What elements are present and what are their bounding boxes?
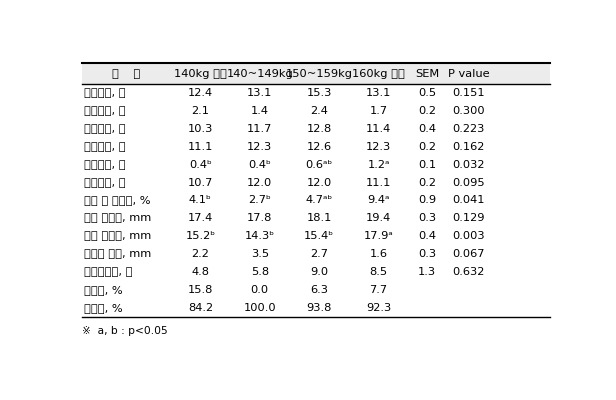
Text: 0.4: 0.4 [418, 231, 436, 241]
Text: 0.300: 0.300 [452, 106, 485, 116]
Text: 12.8: 12.8 [307, 124, 332, 134]
Text: 0.9: 0.9 [418, 196, 436, 206]
Text: 12.6: 12.6 [307, 142, 332, 152]
Text: 0.3: 0.3 [418, 213, 436, 223]
Text: 이유 전 폐사율, %: 이유 전 폐사율, % [84, 196, 151, 206]
Text: 1.7: 1.7 [370, 106, 387, 116]
Text: 15.8: 15.8 [188, 285, 213, 295]
Text: 2.7: 2.7 [310, 249, 328, 259]
Text: 0.1: 0.1 [418, 160, 436, 170]
Text: 15.2ᵇ: 15.2ᵇ [185, 231, 216, 241]
Text: 분만율, %: 분만율, % [84, 303, 123, 313]
Text: 8.5: 8.5 [370, 267, 387, 277]
Text: 12.3: 12.3 [247, 142, 272, 152]
Text: 0.4ᵇ: 0.4ᵇ [248, 160, 271, 170]
Text: 이유두수, 두: 이유두수, 두 [84, 178, 126, 188]
Text: 17.9ᵃ: 17.9ᵃ [364, 231, 394, 241]
Text: 140~149kg: 140~149kg [227, 69, 293, 79]
Text: ※  a, b : p<0.05: ※ a, b : p<0.05 [82, 326, 168, 336]
Text: 6.3: 6.3 [310, 285, 328, 295]
Text: 12.4: 12.4 [188, 88, 213, 98]
Text: 도태율, %: 도태율, % [84, 285, 123, 295]
Text: 13.1: 13.1 [247, 88, 272, 98]
Text: 12.0: 12.0 [307, 178, 332, 188]
Text: 1.2ᵃ: 1.2ᵃ [367, 160, 390, 170]
Text: 0.632: 0.632 [453, 267, 485, 277]
Text: 15.4ᵇ: 15.4ᵇ [304, 231, 334, 241]
Text: 0.4ᵇ: 0.4ᵇ [189, 160, 212, 170]
Text: 0.0: 0.0 [251, 285, 269, 295]
Text: 12.0: 12.0 [247, 178, 272, 188]
Text: 분만 등지방, mm: 분만 등지방, mm [84, 213, 152, 223]
Text: 10.7: 10.7 [188, 178, 213, 188]
Text: 0.129: 0.129 [452, 213, 485, 223]
Text: 0.223: 0.223 [453, 124, 485, 134]
Text: 발정재귀일, 일: 발정재귀일, 일 [84, 267, 132, 277]
Text: 0.032: 0.032 [452, 160, 485, 170]
Text: 3.5: 3.5 [251, 249, 269, 259]
Text: 13.1: 13.1 [366, 88, 391, 98]
Text: 11.1: 11.1 [188, 142, 213, 152]
Text: 10.3: 10.3 [188, 124, 213, 134]
Text: 4.1ᵇ: 4.1ᵇ [189, 196, 212, 206]
Text: 18.1: 18.1 [307, 213, 332, 223]
Text: SEM: SEM [415, 69, 439, 79]
Text: 92.3: 92.3 [366, 303, 391, 313]
Text: 12.3: 12.3 [366, 142, 391, 152]
Text: 포유폐사, 두: 포유폐사, 두 [84, 160, 126, 170]
Text: 2.4: 2.4 [310, 106, 328, 116]
Text: 0.2: 0.2 [418, 142, 436, 152]
Text: 0.151: 0.151 [452, 88, 485, 98]
Text: 0.3: 0.3 [418, 249, 436, 259]
Text: 4.8: 4.8 [192, 267, 209, 277]
Bar [82, 64, 549, 84]
Text: 93.8: 93.8 [307, 303, 332, 313]
Text: P value: P value [448, 69, 490, 79]
Text: 160kg 이상: 160kg 이상 [352, 69, 405, 79]
Text: 11.4: 11.4 [366, 124, 391, 134]
Text: 7.7: 7.7 [370, 285, 387, 295]
Text: 140kg 미만: 140kg 미만 [174, 69, 227, 79]
Text: 11.1: 11.1 [366, 178, 391, 188]
Text: 17.4: 17.4 [188, 213, 213, 223]
Text: 100.0: 100.0 [243, 303, 276, 313]
Text: 2.7ᵇ: 2.7ᵇ [248, 196, 271, 206]
Text: 총산자수, 두: 총산자수, 두 [84, 88, 126, 98]
Text: 0.6ᵃᵇ: 0.6ᵃᵇ [306, 160, 333, 170]
Text: 0.003: 0.003 [452, 231, 485, 241]
Text: 2.2: 2.2 [192, 249, 209, 259]
Text: 이유 등지방, mm: 이유 등지방, mm [84, 231, 152, 241]
Text: 0.162: 0.162 [453, 142, 485, 152]
Text: 0.067: 0.067 [452, 249, 485, 259]
Text: 1.4: 1.4 [251, 106, 269, 116]
Text: 실포유수, 두: 실포유수, 두 [84, 142, 126, 152]
Text: 1.6: 1.6 [370, 249, 387, 259]
Text: 19.4: 19.4 [366, 213, 391, 223]
Text: 150~159kg: 150~159kg [286, 69, 353, 79]
Text: 14.3ᵇ: 14.3ᵇ [245, 231, 275, 241]
Text: 0.5: 0.5 [418, 88, 436, 98]
Text: 5.8: 5.8 [251, 267, 269, 277]
Text: 84.2: 84.2 [188, 303, 213, 313]
Text: 9.0: 9.0 [310, 267, 328, 277]
Text: 실산자수, 두: 실산자수, 두 [84, 124, 126, 134]
Text: 11.7: 11.7 [247, 124, 272, 134]
Text: 0.2: 0.2 [418, 178, 436, 188]
Text: 0.4: 0.4 [418, 124, 436, 134]
Text: 0.2: 0.2 [418, 106, 436, 116]
Text: 1.3: 1.3 [418, 267, 436, 277]
Text: 등지방 변화, mm: 등지방 변화, mm [84, 249, 152, 259]
Text: 15.3: 15.3 [307, 88, 332, 98]
Text: 9.4ᵃ: 9.4ᵃ [367, 196, 390, 206]
Text: 0.041: 0.041 [452, 196, 485, 206]
Text: 구    분: 구 분 [112, 69, 140, 79]
Text: 4.7ᵃᵇ: 4.7ᵃᵇ [306, 196, 333, 206]
Text: 2.1: 2.1 [192, 106, 209, 116]
Text: 0.095: 0.095 [452, 178, 485, 188]
Text: 17.8: 17.8 [247, 213, 272, 223]
Text: 분만폐사, 두: 분만폐사, 두 [84, 106, 126, 116]
